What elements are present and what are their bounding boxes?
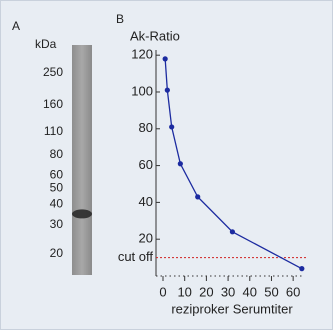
y-tick-label: 40 bbox=[139, 194, 153, 209]
x-tick-label: 40 bbox=[243, 284, 257, 299]
y-tick-label: 100 bbox=[131, 83, 153, 98]
y-tick-label: 160 bbox=[43, 97, 63, 111]
blot-lane bbox=[72, 45, 92, 275]
y-tick-label: 30 bbox=[50, 217, 64, 231]
point bbox=[163, 56, 168, 61]
y-tick-label: 110 bbox=[44, 124, 63, 138]
x-tick-label: 10 bbox=[177, 284, 191, 299]
point bbox=[169, 124, 174, 129]
y-axis-title: Ak-Ratio bbox=[130, 28, 180, 43]
y-tick-label: 50 bbox=[50, 181, 64, 195]
point bbox=[195, 194, 200, 199]
figure: A kDa B Ak-Ratio reziproker Serumtiter 2… bbox=[0, 0, 333, 330]
y-tick-label: 80 bbox=[139, 120, 153, 135]
x-tick-label: 50 bbox=[264, 284, 278, 299]
x-axis-title: reziproker Serumtiter bbox=[171, 301, 293, 316]
x-tick-label: 30 bbox=[221, 284, 235, 299]
point bbox=[165, 88, 170, 93]
panel-label: A bbox=[12, 19, 20, 33]
y-tick-label: 20 bbox=[139, 231, 153, 246]
y-tick-label: 120 bbox=[131, 47, 153, 62]
y-tick-label: 250 bbox=[43, 65, 63, 79]
y-tick-label: 60 bbox=[50, 167, 64, 181]
point bbox=[230, 229, 235, 234]
band bbox=[72, 209, 92, 218]
x-tick-label: 60 bbox=[286, 284, 300, 299]
y-tick-label: 60 bbox=[139, 157, 153, 172]
axis-label: kDa bbox=[35, 37, 57, 51]
x-tick-label: 20 bbox=[199, 284, 213, 299]
y-tick-label: 20 bbox=[50, 246, 64, 260]
cutoff-label: cut off bbox=[118, 249, 154, 264]
point bbox=[299, 266, 304, 271]
panel-label: B bbox=[116, 12, 124, 26]
y-tick-label: 80 bbox=[50, 147, 64, 161]
y-tick-label: 40 bbox=[50, 196, 64, 210]
x-tick-label: 0 bbox=[159, 284, 166, 299]
point bbox=[178, 161, 183, 166]
